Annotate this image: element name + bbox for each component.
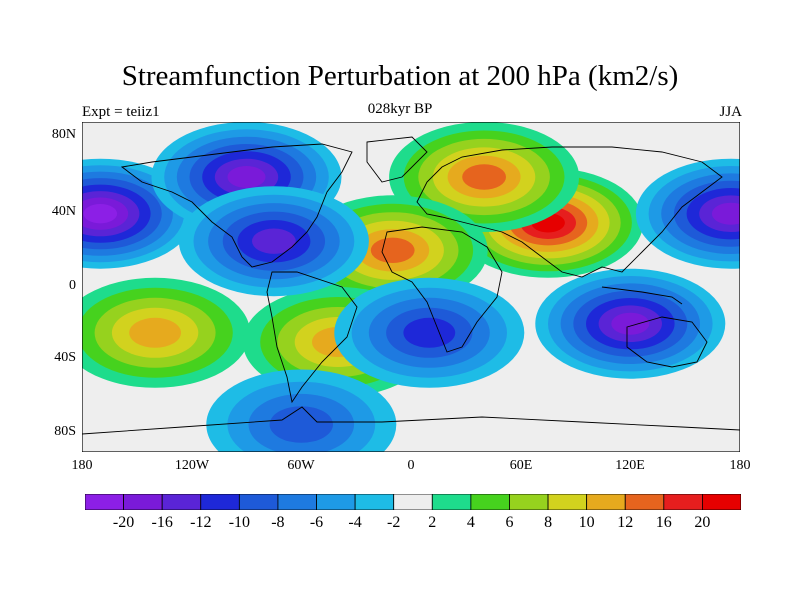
- colorbar-swatch: [702, 493, 742, 511]
- colorbar-label: -2: [387, 514, 401, 531]
- contour-blob: [252, 228, 296, 254]
- colorbar-swatch: [84, 493, 124, 511]
- coastline-antarctica: [82, 406, 740, 435]
- lon-tick-120w: 120W: [174, 458, 210, 473]
- lat-tick-40s: 40S: [54, 350, 76, 365]
- colorbar-label: 16: [655, 514, 672, 531]
- colorbar-label: -20: [112, 514, 135, 531]
- map-plot: [82, 122, 740, 452]
- colorbar-swatch: [354, 493, 395, 511]
- coastline-africa: [381, 226, 503, 353]
- colorbar-swatch: [586, 493, 626, 511]
- colorbar-swatch: [509, 493, 549, 511]
- colorbar-swatch: [431, 493, 472, 511]
- contour-blob: [462, 164, 506, 190]
- colorbar-label: 10: [578, 514, 595, 531]
- contour-blob: [227, 166, 266, 188]
- map-panel: 80N 40N 0 40S 80S 180 120W 60W 0 60E 120…: [52, 122, 751, 473]
- colorbar-swatch: [316, 493, 356, 511]
- colorbar-label: 6: [505, 514, 514, 531]
- colorbar-label: -6: [309, 514, 324, 531]
- colorbar-label: 12: [617, 514, 634, 531]
- coastline-greenland: [366, 136, 428, 183]
- colorbar-label: 2: [428, 514, 437, 531]
- colorbar-swatch: [238, 493, 279, 511]
- coastline-indonesia: [601, 286, 683, 305]
- coastline-australia: [626, 316, 708, 368]
- coastline-layer: [82, 136, 740, 435]
- experiment-label: Expt = teiiz1: [82, 104, 160, 120]
- contour-blob: [83, 204, 118, 224]
- colorbar-label: -4: [348, 514, 362, 531]
- lat-tick-40n: 40N: [51, 204, 76, 219]
- colorbar: -20 -16 -12 -10 -8 -6 -4 -2 2 4 6 8 10 12 16 20: [84, 493, 742, 531]
- lat-tick-80n: 80N: [51, 127, 76, 142]
- colorbar-swatch: [161, 493, 202, 511]
- colorbar-swatch: [547, 493, 588, 511]
- contour-blob: [269, 406, 333, 443]
- colorbar-swatches: [84, 493, 742, 511]
- lon-tick-60e: 60E: [509, 458, 533, 473]
- colorbar-swatch: [470, 493, 510, 511]
- lon-tick-60w: 60W: [287, 458, 315, 473]
- lon-tick-180e: 180: [729, 458, 751, 473]
- colorbar-swatch: [393, 493, 433, 511]
- contour-blob: [711, 202, 740, 225]
- colorbar-swatch: [200, 493, 240, 511]
- contour-fill-layer: [82, 122, 740, 452]
- colorbar-swatch: [123, 493, 163, 511]
- colorbar-swatch: [277, 493, 317, 511]
- coastline-north-america: [120, 143, 353, 268]
- colorbar-label: 8: [544, 514, 553, 531]
- lon-tick-0: 0: [407, 458, 415, 473]
- map-title: Streamfunction Perturbation at 200 hPa (…: [121, 60, 679, 92]
- colorbar-label: -10: [228, 514, 251, 531]
- lon-tick-180w: 180: [71, 458, 93, 473]
- colorbar-label: -12: [190, 514, 212, 531]
- contour-blob: [370, 237, 415, 263]
- time-label: 028kyr BP: [367, 101, 433, 117]
- colorbar-swatch: [624, 493, 665, 511]
- coastline-eurasia: [416, 146, 723, 278]
- coastline-south-america: [266, 271, 358, 404]
- colorbar-label: 20: [694, 514, 711, 531]
- season-label: JJA: [719, 104, 742, 120]
- contour-blob: [403, 317, 456, 348]
- contour-blob: [611, 312, 650, 335]
- colorbar-label: 4: [466, 514, 475, 531]
- colorbar-label: -8: [271, 514, 285, 531]
- lat-tick-80s: 80S: [54, 424, 76, 439]
- colorbar-label: -16: [151, 514, 173, 531]
- lat-tick-0: 0: [69, 278, 76, 293]
- contour-blob: [129, 317, 181, 348]
- colorbar-swatch: [663, 493, 703, 511]
- lon-tick-120e: 120E: [615, 458, 645, 473]
